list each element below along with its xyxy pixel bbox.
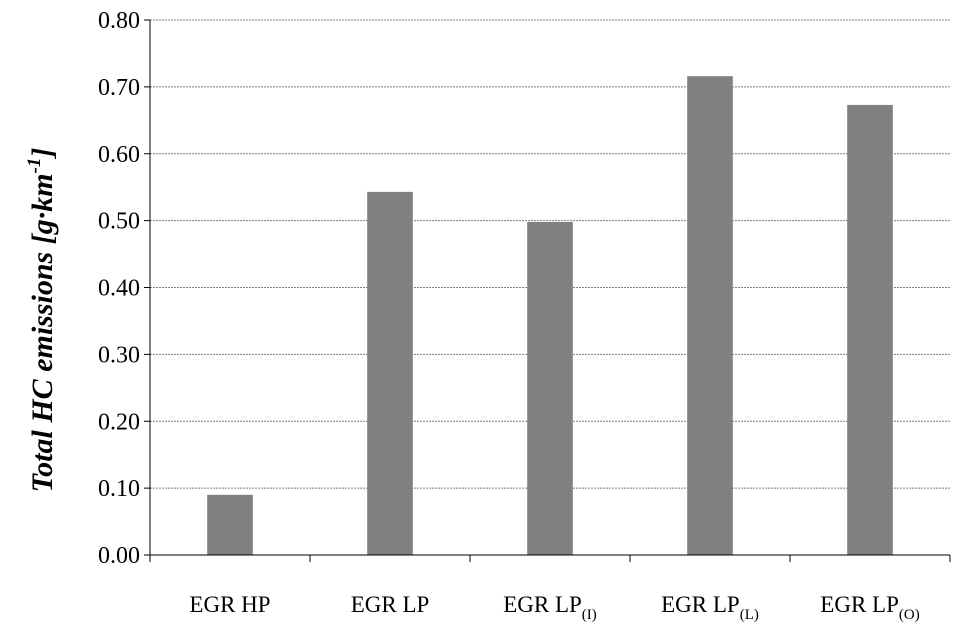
bar [527, 221, 573, 555]
x-category-labels: EGR HP EGR LP EGR LP(I) EGR LP(L) EGR LP(O) [189, 592, 919, 623]
x-category-subscript: (L) [740, 607, 759, 623]
y-tick-label: 0.00 [98, 543, 140, 569]
y-tick-label: 0.30 [98, 342, 140, 368]
bar [687, 76, 733, 556]
y-axis-title: Total HC emissions [g·km-1] [24, 148, 59, 493]
x-category-label: EGR LP(L) [661, 592, 759, 623]
x-category-subscript: (I) [582, 607, 597, 623]
y-tick-label: 0.20 [98, 409, 140, 435]
y-tick-label: 0.60 [98, 142, 140, 168]
y-tick-label: 0.80 [98, 8, 140, 34]
bar [847, 104, 893, 556]
x-category-label: EGR HP [189, 592, 270, 617]
bar [367, 191, 413, 555]
x-category-subscript: (O) [899, 607, 920, 623]
y-tick-label: 0.10 [98, 476, 140, 502]
y-tick-labels: 0.00 0.10 0.20 0.30 0.40 0.50 0.60 0.70 0.80 [98, 8, 140, 569]
y-axis-title-superscript: -1 [24, 158, 45, 174]
y-tick-label: 0.50 [98, 209, 140, 235]
y-tick-label: 0.70 [98, 75, 140, 101]
axes [144, 19, 951, 562]
bar [207, 494, 253, 555]
y-tick-label: 0.40 [98, 276, 140, 302]
x-category-label: EGR LP(I) [503, 592, 597, 623]
x-category-label: EGR LP [351, 592, 430, 617]
bars [207, 76, 893, 556]
x-category-label: EGR LP(O) [820, 592, 919, 623]
